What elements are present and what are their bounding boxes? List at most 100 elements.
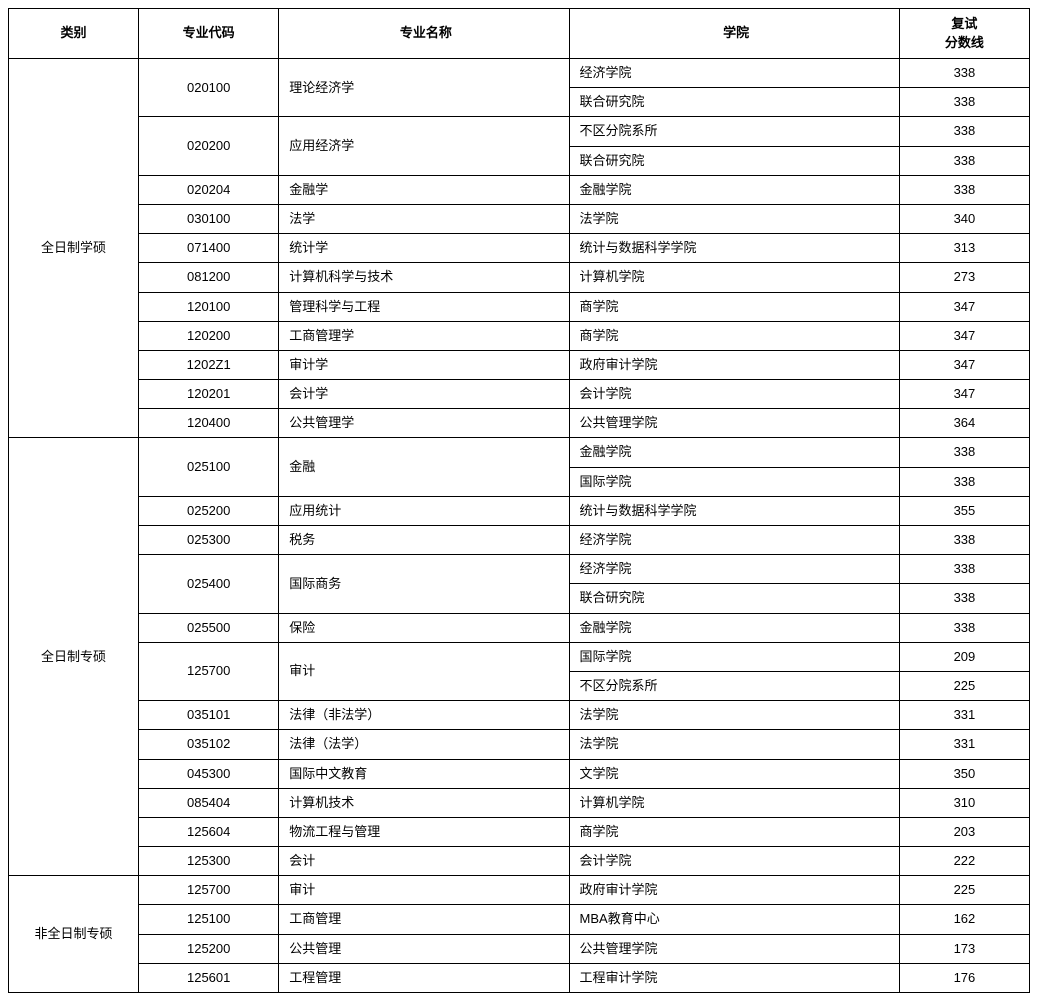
code-cell: 125601 bbox=[139, 963, 279, 992]
score-cell: 310 bbox=[899, 788, 1029, 817]
table-body: 全日制学硕020100理论经济学经济学院338联合研究院338020200应用经… bbox=[9, 59, 1030, 993]
major-cell: 应用统计 bbox=[279, 496, 569, 525]
score-cell: 364 bbox=[899, 409, 1029, 438]
college-cell: 法学院 bbox=[569, 204, 899, 233]
score-cell: 209 bbox=[899, 642, 1029, 671]
major-cell: 金融 bbox=[279, 438, 569, 496]
table-row: 025200应用统计统计与数据科学学院355 bbox=[9, 496, 1030, 525]
college-cell: 金融学院 bbox=[569, 175, 899, 204]
table-row: 025300税务经济学院338 bbox=[9, 526, 1030, 555]
major-cell: 法律（非法学） bbox=[279, 701, 569, 730]
major-cell: 工商管理 bbox=[279, 905, 569, 934]
score-cell: 338 bbox=[899, 467, 1029, 496]
score-cell: 331 bbox=[899, 730, 1029, 759]
college-cell: 经济学院 bbox=[569, 555, 899, 584]
college-cell: 公共管理学院 bbox=[569, 934, 899, 963]
major-cell: 公共管理学 bbox=[279, 409, 569, 438]
major-cell: 法学 bbox=[279, 204, 569, 233]
table-row: 125700审计国际学院209 bbox=[9, 642, 1030, 671]
code-cell: 085404 bbox=[139, 788, 279, 817]
code-cell: 081200 bbox=[139, 263, 279, 292]
major-cell: 会计学 bbox=[279, 380, 569, 409]
score-cell: 338 bbox=[899, 175, 1029, 204]
header-score-line1: 复试 bbox=[906, 15, 1023, 33]
college-cell: 会计学院 bbox=[569, 847, 899, 876]
college-cell: 经济学院 bbox=[569, 59, 899, 88]
score-cell: 338 bbox=[899, 613, 1029, 642]
table-row: 120200工商管理学商学院347 bbox=[9, 321, 1030, 350]
table-row: 071400统计学统计与数据科学学院313 bbox=[9, 234, 1030, 263]
table-row: 125300会计会计学院222 bbox=[9, 847, 1030, 876]
table-row: 035101法律（非法学）法学院331 bbox=[9, 701, 1030, 730]
score-cell: 203 bbox=[899, 817, 1029, 846]
code-cell: 020204 bbox=[139, 175, 279, 204]
score-cell: 347 bbox=[899, 292, 1029, 321]
college-cell: 国际学院 bbox=[569, 467, 899, 496]
table-row: 120100管理科学与工程商学院347 bbox=[9, 292, 1030, 321]
college-cell: 国际学院 bbox=[569, 642, 899, 671]
table-row: 020204金融学金融学院338 bbox=[9, 175, 1030, 204]
code-cell: 071400 bbox=[139, 234, 279, 263]
table-row: 非全日制专硕125700审计政府审计学院225 bbox=[9, 876, 1030, 905]
major-cell: 会计 bbox=[279, 847, 569, 876]
score-cell: 355 bbox=[899, 496, 1029, 525]
college-cell: 商学院 bbox=[569, 817, 899, 846]
major-cell: 统计学 bbox=[279, 234, 569, 263]
major-cell: 国际商务 bbox=[279, 555, 569, 613]
score-cell: 338 bbox=[899, 146, 1029, 175]
major-cell: 审计 bbox=[279, 876, 569, 905]
score-cell: 338 bbox=[899, 526, 1029, 555]
code-cell: 025200 bbox=[139, 496, 279, 525]
college-cell: 经济学院 bbox=[569, 526, 899, 555]
table-row: 125604物流工程与管理商学院203 bbox=[9, 817, 1030, 846]
header-major: 专业名称 bbox=[279, 9, 569, 59]
score-cell: 173 bbox=[899, 934, 1029, 963]
major-cell: 公共管理 bbox=[279, 934, 569, 963]
code-cell: 025100 bbox=[139, 438, 279, 496]
table-row: 085404计算机技术计算机学院310 bbox=[9, 788, 1030, 817]
major-cell: 法律（法学） bbox=[279, 730, 569, 759]
college-cell: MBA教育中心 bbox=[569, 905, 899, 934]
major-cell: 计算机科学与技术 bbox=[279, 263, 569, 292]
table-row: 120400公共管理学公共管理学院364 bbox=[9, 409, 1030, 438]
college-cell: 政府审计学院 bbox=[569, 350, 899, 379]
college-cell: 联合研究院 bbox=[569, 88, 899, 117]
college-cell: 文学院 bbox=[569, 759, 899, 788]
code-cell: 125100 bbox=[139, 905, 279, 934]
code-cell: 025500 bbox=[139, 613, 279, 642]
major-cell: 保险 bbox=[279, 613, 569, 642]
code-cell: 120201 bbox=[139, 380, 279, 409]
code-cell: 120100 bbox=[139, 292, 279, 321]
code-cell: 025300 bbox=[139, 526, 279, 555]
college-cell: 会计学院 bbox=[569, 380, 899, 409]
score-cell: 331 bbox=[899, 701, 1029, 730]
college-cell: 联合研究院 bbox=[569, 584, 899, 613]
major-cell: 理论经济学 bbox=[279, 59, 569, 117]
major-cell: 审计学 bbox=[279, 350, 569, 379]
college-cell: 公共管理学院 bbox=[569, 409, 899, 438]
code-cell: 125200 bbox=[139, 934, 279, 963]
college-cell: 工程审计学院 bbox=[569, 963, 899, 992]
table-row: 030100法学法学院340 bbox=[9, 204, 1030, 233]
table-row: 020200应用经济学不区分院系所338 bbox=[9, 117, 1030, 146]
score-cell: 273 bbox=[899, 263, 1029, 292]
score-cell: 350 bbox=[899, 759, 1029, 788]
college-cell: 金融学院 bbox=[569, 438, 899, 467]
score-table: 类别 专业代码 专业名称 学院 复试 分数线 全日制学硕020100理论经济学经… bbox=[8, 8, 1030, 993]
college-cell: 商学院 bbox=[569, 292, 899, 321]
category-cell: 非全日制专硕 bbox=[9, 876, 139, 993]
score-cell: 338 bbox=[899, 117, 1029, 146]
table-row: 035102法律（法学）法学院331 bbox=[9, 730, 1030, 759]
score-cell: 338 bbox=[899, 59, 1029, 88]
major-cell: 审计 bbox=[279, 642, 569, 700]
table-row: 125100工商管理MBA教育中心162 bbox=[9, 905, 1030, 934]
major-cell: 国际中文教育 bbox=[279, 759, 569, 788]
table-row: 025500保险金融学院338 bbox=[9, 613, 1030, 642]
code-cell: 125700 bbox=[139, 876, 279, 905]
college-cell: 法学院 bbox=[569, 701, 899, 730]
major-cell: 物流工程与管理 bbox=[279, 817, 569, 846]
table-row: 全日制学硕020100理论经济学经济学院338 bbox=[9, 59, 1030, 88]
score-cell: 347 bbox=[899, 380, 1029, 409]
college-cell: 联合研究院 bbox=[569, 146, 899, 175]
major-cell: 管理科学与工程 bbox=[279, 292, 569, 321]
